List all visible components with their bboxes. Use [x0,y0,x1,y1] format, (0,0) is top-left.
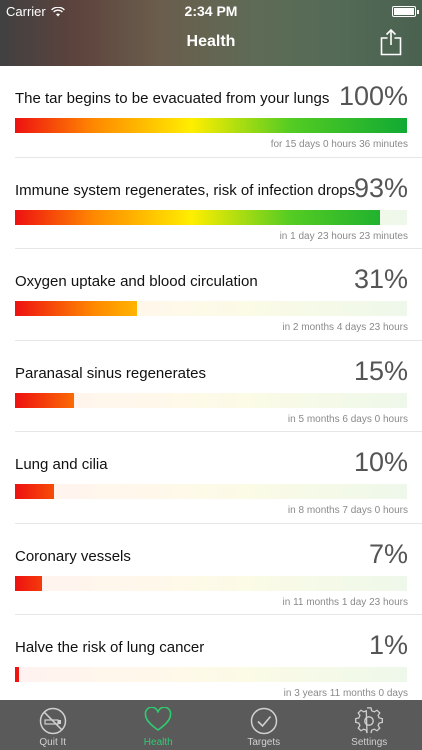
tab-settings[interactable]: Settings [317,700,422,750]
milestone-title: The tar begins to be evacuated from your… [15,90,330,107]
gear-icon [355,707,384,734]
progress-bar [15,209,407,225]
health-milestone-list[interactable]: The tar begins to be evacuated from your… [0,66,422,700]
status-bar: Carrier 2:34 PM [0,0,422,22]
milestone-title: Paranasal sinus regenerates [15,364,206,382]
milestone-eta: for 15 days 0 hours 36 minutes [270,139,408,150]
tab-targets[interactable]: Targets [211,700,317,750]
progress-bar [15,484,407,499]
progress-bar [15,118,407,133]
milestone-eta: in 5 months 6 days 0 hours [287,413,408,425]
heart-icon [144,707,172,731]
milestone-percent: 15% [353,355,408,386]
milestone-row[interactable]: Paranasal sinus regenerates 15% in 5 mon… [15,341,422,432]
milestone-percent: 10% [353,447,408,477]
milestone-row[interactable]: Lung and cilia 10% in 8 months 7 days 0 … [15,432,422,524]
progress-fill [15,209,380,225]
milestone-row[interactable]: The tar begins to be evacuated from your… [15,66,422,158]
milestone-row[interactable]: Coronary vessels 7% in 11 months 1 day 2… [15,524,422,615]
milestone-percent: 7% [368,538,408,569]
milestone-percent: 31% [353,264,408,294]
tab-label: Health [143,737,173,748]
wifi-icon [50,6,65,16]
milestone-title: Oxygen uptake and blood circulation [15,273,258,290]
milestone-eta: in 2 months 4 days 23 hours [282,322,408,333]
milestone-percent: 100% [338,81,408,111]
tab-quit-it[interactable]: Quit It [0,700,106,750]
progress-bar [15,301,407,316]
progress-fill [15,301,137,316]
progress-bar [15,392,407,408]
tab-label: Targets [247,737,281,748]
status-time: 2:34 PM [184,3,238,19]
progress-fill [15,667,19,682]
carrier-label: Carrier [6,4,46,19]
tab-label: Settings [351,737,388,748]
milestone-percent: 1% [368,630,408,660]
checkmark-icon [250,707,277,735]
milestone-eta: in 11 months 1 day 23 hours [282,596,408,608]
progress-fill [15,484,55,499]
tab-health[interactable]: Health [106,700,212,750]
carrier-info: Carrier [6,4,65,19]
milestone-row[interactable]: Oxygen uptake and blood circulation 31% … [15,249,422,341]
progress-fill [15,118,407,133]
milestone-eta: in 8 months 7 days 0 hours [287,505,408,516]
milestone-title: Halve the risk of lung cancer [15,639,205,656]
page-title: Health [186,33,236,50]
share-icon[interactable] [380,28,402,56]
progress-fill [15,392,74,408]
progress-bar [15,667,407,682]
milestone-eta: in 3 years 11 months 0 days [283,688,408,699]
milestone-percent: 93% [353,172,408,203]
milestone-title: Immune system regenerates, risk of infec… [15,181,356,199]
tab-label: Quit It [39,737,67,748]
milestone-title: Lung and cilia [15,456,108,473]
milestone-row[interactable]: Halve the risk of lung cancer 1% in 3 ye… [15,615,422,700]
battery-icon [392,6,419,17]
progress-fill [15,575,43,591]
no-smoking-icon [39,707,66,735]
navigation-bar: Carrier 2:34 PM Health [0,0,422,66]
milestone-title: Coronary vessels [15,547,131,565]
milestone-row[interactable]: Immune system regenerates, risk of infec… [15,158,422,249]
tab-bar: Quit It Health Targets Settings [0,700,422,750]
progress-bar [15,575,407,591]
milestone-eta: in 1 day 23 hours 23 minutes [279,230,408,242]
